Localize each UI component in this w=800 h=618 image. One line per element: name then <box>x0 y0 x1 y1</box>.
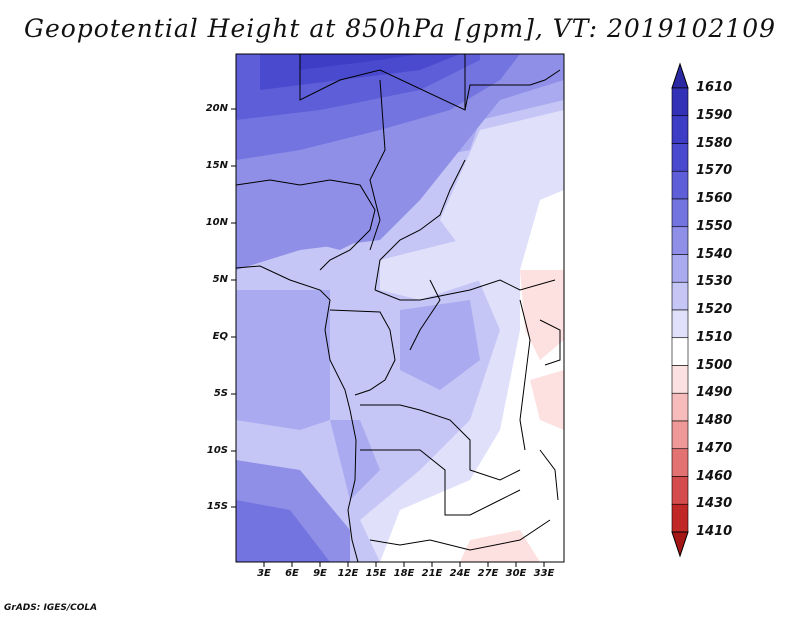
colorbar-segment <box>671 115 689 144</box>
lon-tick-label: 12E <box>337 568 359 579</box>
colorbar-level-label: 1550 <box>696 218 733 234</box>
colorbar-segment <box>671 392 689 422</box>
borders <box>236 54 561 562</box>
axis-ticks <box>231 108 545 567</box>
lat-tick-label: 5S <box>213 388 228 399</box>
lon-tick-label: 3E <box>257 568 271 579</box>
colorbar-segment <box>671 143 689 172</box>
colorbar-segment <box>671 198 689 228</box>
colorbar-segment <box>671 309 689 339</box>
colorbar-level-label: 1530 <box>696 274 733 290</box>
colorbar-segment <box>671 87 689 117</box>
colorbar-level-label: 1460 <box>696 468 733 484</box>
colorbar-level-label: 1470 <box>696 440 733 456</box>
colorbar-level-label: 1510 <box>696 329 733 345</box>
lon-tick-label: 33E <box>533 568 555 579</box>
colorbar-segment <box>671 448 689 477</box>
lat-tick-label: 5N <box>212 274 228 285</box>
colorbar <box>671 62 689 558</box>
colorbar-segment <box>671 503 689 533</box>
colorbar-level-label: 1480 <box>696 413 733 428</box>
lat-tick-label: 15N <box>205 160 228 171</box>
map-frame <box>235 53 565 563</box>
lon-tick-label: 27E <box>477 568 499 579</box>
lon-tick-label: 30E <box>505 568 527 579</box>
colorbar-level-label: 1560 <box>696 191 733 206</box>
colorbar-segment <box>671 226 689 255</box>
lon-tick-label: 6E <box>285 568 299 579</box>
colorbar-segment <box>671 337 689 366</box>
colorbar-level-label: 1570 <box>696 163 733 179</box>
colorbar-level-label: 1590 <box>696 107 733 123</box>
lon-tick-label: 15E <box>365 568 387 579</box>
lat-tick-label: 20N <box>205 103 228 114</box>
grads-credit: GrADS: IGES/COLA <box>4 603 98 613</box>
height-field <box>236 54 564 562</box>
lat-tick-label: EQ <box>212 331 228 342</box>
colorbar-level-label: 1580 <box>696 135 733 151</box>
colorbar-segment <box>671 420 689 450</box>
lat-tick-label: 15S <box>206 501 228 512</box>
colorbar-level-label: 1500 <box>696 357 733 373</box>
colorbar-level-label: 1430 <box>696 496 733 512</box>
lon-tick-label: 9E <box>313 568 327 579</box>
colorbar-segment <box>671 476 689 505</box>
map-title: Geopotential Height at 850hPa [gpm], VT:… <box>23 14 777 43</box>
lon-tick-label: 18E <box>393 568 415 579</box>
lat-tick-label: 10S <box>206 445 228 456</box>
lat-tick-label: 10N <box>205 217 228 228</box>
lon-tick-label: 24E <box>449 568 471 579</box>
colorbar-segment <box>671 281 689 311</box>
colorbar-level-label: 1410 <box>696 524 733 539</box>
colorbar-level-label: 1490 <box>696 385 733 401</box>
lon-tick-label: 21E <box>421 568 443 579</box>
colorbar-segment <box>671 254 689 283</box>
triangle-down-icon <box>671 531 689 558</box>
colorbar-segment <box>671 170 689 200</box>
colorbar-segment <box>671 365 689 394</box>
triangle-up-icon <box>671 62 689 89</box>
colorbar-level-label: 1540 <box>696 246 733 262</box>
colorbar-level-label: 1520 <box>696 302 733 317</box>
colorbar-level-label: 1610 <box>696 80 733 95</box>
